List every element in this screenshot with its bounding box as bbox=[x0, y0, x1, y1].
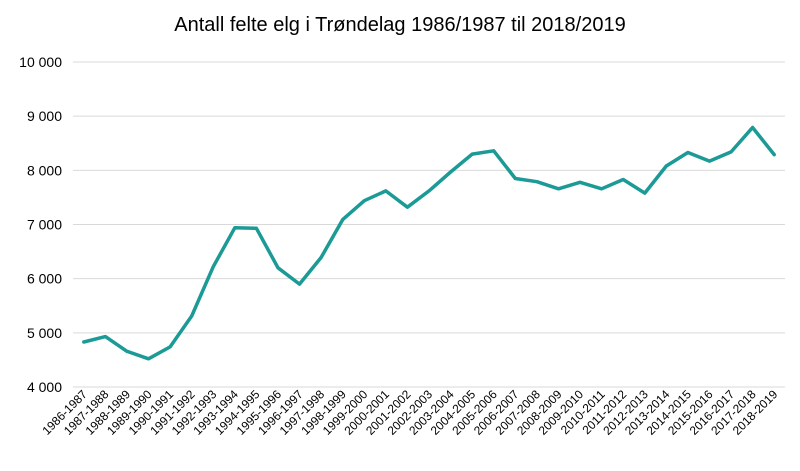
series-line-layer bbox=[82, 125, 776, 361]
x-axis-ticks: 1986-19871987-19881988-19891989-19901990… bbox=[39, 387, 780, 438]
y-tick-label: 6 000 bbox=[27, 271, 62, 287]
y-tick-label: 8 000 bbox=[27, 162, 62, 178]
y-tick-label: 10 000 bbox=[19, 54, 62, 70]
y-tick-label: 7 000 bbox=[27, 217, 62, 233]
y-tick-label: 5 000 bbox=[27, 325, 62, 341]
y-tick-label: 4 000 bbox=[27, 379, 62, 395]
chart-title: Antall felte elg i Trøndelag 1986/1987 t… bbox=[174, 14, 626, 36]
y-axis-ticks: 4 000 5 000 6 000 7 000 8 000 9 000 10 000 bbox=[19, 54, 62, 395]
y-tick-label: 9 000 bbox=[27, 108, 62, 124]
series-line bbox=[82, 125, 776, 361]
gridlines bbox=[73, 61, 785, 388]
